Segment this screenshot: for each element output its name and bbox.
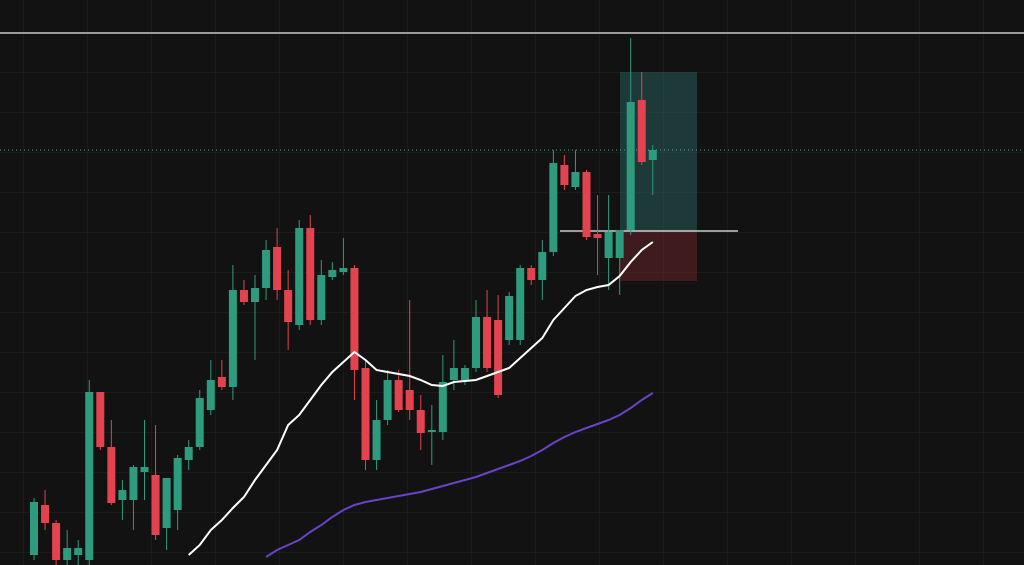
moving-average	[188, 241, 654, 556]
candle-body	[239, 290, 248, 302]
candle-body	[372, 420, 381, 460]
candle-body	[472, 317, 480, 368]
candle-body	[107, 447, 116, 503]
candle-body	[74, 548, 83, 555]
candle-body	[129, 467, 138, 500]
candle-body	[295, 228, 304, 325]
candle-body	[284, 290, 293, 322]
candle-body	[449, 368, 458, 380]
candle-body	[228, 290, 237, 387]
candle-body	[273, 247, 282, 290]
candle-body	[549, 163, 558, 252]
candle-body	[494, 320, 503, 395]
candle-body	[85, 392, 94, 560]
candle-body	[328, 270, 337, 277]
candle-body	[151, 475, 160, 535]
candle-body	[350, 268, 359, 370]
candle-body	[416, 410, 425, 433]
stop-zone	[620, 231, 697, 281]
candle-body	[483, 317, 492, 368]
candle-body	[615, 230, 624, 258]
candle-body	[361, 368, 370, 460]
candle-body	[339, 268, 348, 272]
moving-average	[265, 392, 654, 558]
candle-body	[394, 380, 403, 410]
candle-body	[30, 502, 38, 555]
candle-body	[505, 296, 514, 340]
candle-body	[582, 172, 591, 237]
candle-body	[140, 467, 149, 472]
candle-body	[162, 478, 171, 528]
candle-body	[206, 380, 215, 410]
candle-body	[527, 268, 536, 280]
candle-body	[41, 505, 50, 523]
candle-body	[626, 102, 635, 230]
candle-body	[460, 368, 469, 380]
candle-body	[306, 228, 315, 320]
candle-body	[438, 382, 447, 432]
candle-body	[538, 252, 547, 280]
candle-body	[571, 172, 580, 187]
candle-body	[405, 390, 414, 410]
candle-body	[184, 447, 193, 460]
candle-body	[427, 430, 436, 432]
candle-body	[648, 150, 657, 160]
candle-body	[560, 165, 569, 185]
candle-body	[217, 377, 226, 387]
candle-body	[593, 234, 602, 238]
candle-body	[317, 275, 326, 320]
candle-body	[195, 398, 204, 447]
candle-body	[118, 490, 127, 500]
candle-body	[52, 523, 61, 560]
candle-body	[173, 458, 182, 510]
candle-body	[262, 250, 271, 288]
candle-body	[383, 380, 392, 420]
candle-body	[251, 288, 259, 302]
candle-body	[96, 392, 105, 447]
candle-body	[637, 100, 646, 162]
candle-body	[516, 268, 525, 340]
candle-body	[604, 232, 613, 258]
candle-body	[63, 548, 72, 560]
